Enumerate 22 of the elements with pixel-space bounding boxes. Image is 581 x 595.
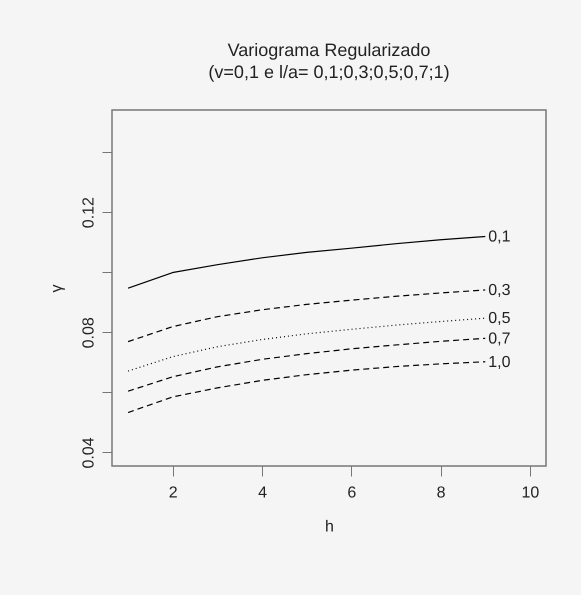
series-label: 1,0 bbox=[488, 354, 511, 371]
line-series bbox=[127, 361, 486, 414]
x-tick-label: 8 bbox=[436, 484, 446, 502]
chart-title: Variograma Regularizado bbox=[228, 40, 430, 60]
series-label: 0,3 bbox=[488, 282, 511, 299]
series-label: 0,7 bbox=[488, 330, 511, 348]
series-label: 0,5 bbox=[488, 310, 511, 328]
x-tick-label: 4 bbox=[258, 484, 268, 502]
x-tick-label: 10 bbox=[522, 484, 540, 502]
series-label: 0,1 bbox=[488, 228, 511, 246]
x-tick-label: 6 bbox=[347, 484, 356, 502]
line-series bbox=[127, 289, 486, 342]
y-axis-title: γ bbox=[48, 284, 66, 292]
x-tick-label: 2 bbox=[168, 484, 178, 502]
line-series bbox=[127, 236, 486, 289]
x-axis-title: h bbox=[325, 518, 334, 536]
chart-subtitle: (v=0,1 e l/a= 0,1;0,3;0,5;0,7;1) bbox=[208, 62, 450, 82]
y-tick-label: 0.12 bbox=[80, 196, 98, 228]
line-series bbox=[127, 318, 486, 372]
y-tick-label: 0.04 bbox=[80, 437, 98, 469]
line-series bbox=[127, 338, 486, 392]
y-tick-label: 0.08 bbox=[80, 317, 98, 348]
